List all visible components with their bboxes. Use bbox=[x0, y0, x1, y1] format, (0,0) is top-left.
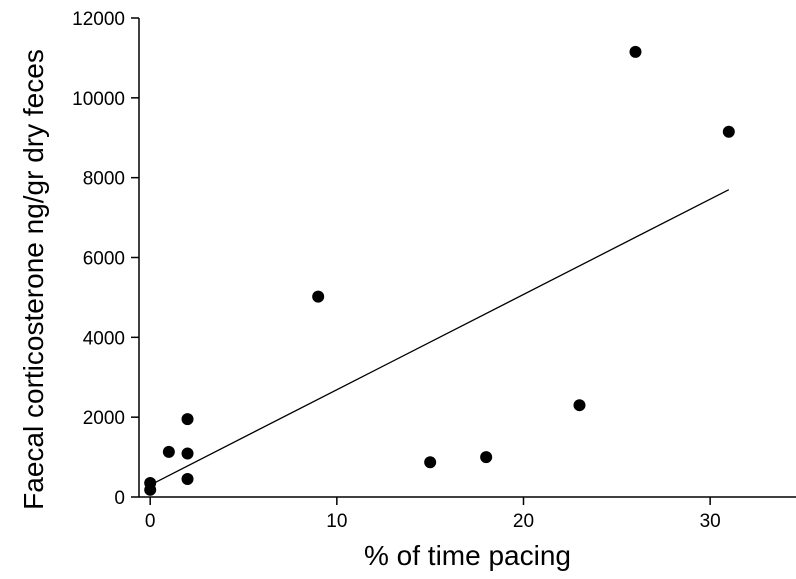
data-point bbox=[144, 483, 157, 496]
data-point bbox=[629, 45, 642, 58]
data-points bbox=[144, 45, 735, 496]
data-point bbox=[181, 447, 194, 460]
data-point bbox=[181, 473, 194, 486]
regression-line bbox=[149, 189, 730, 486]
y-tick-label: 12000 bbox=[72, 9, 125, 30]
data-point bbox=[181, 413, 194, 426]
data-point bbox=[424, 456, 437, 469]
data-point bbox=[573, 399, 586, 412]
y-tick-label: 2000 bbox=[83, 408, 125, 429]
data-point bbox=[722, 125, 735, 138]
axes: 0 2000 4000 6000 8000 10000 12000 0 10 20 30 bbox=[72, 9, 796, 532]
x-tick-label: 30 bbox=[700, 511, 721, 532]
data-point bbox=[480, 451, 493, 464]
y-tick-label: 10000 bbox=[72, 89, 125, 110]
regression-line-group bbox=[149, 189, 730, 486]
x-tick-label: 20 bbox=[513, 511, 534, 532]
y-tick-label: 6000 bbox=[83, 249, 125, 270]
y-tick-label: 8000 bbox=[83, 169, 125, 190]
y-tick-label: 4000 bbox=[83, 328, 125, 349]
y-axis-title: Faecal corticosterone ng/gr dry feces bbox=[18, 49, 49, 510]
data-point bbox=[312, 290, 325, 303]
x-tick-label: 10 bbox=[326, 511, 347, 532]
y-tick-label: 0 bbox=[114, 488, 125, 509]
x-axis-title: % of time pacing bbox=[364, 540, 571, 571]
data-point bbox=[162, 445, 175, 458]
x-tick-label: 0 bbox=[145, 511, 156, 532]
